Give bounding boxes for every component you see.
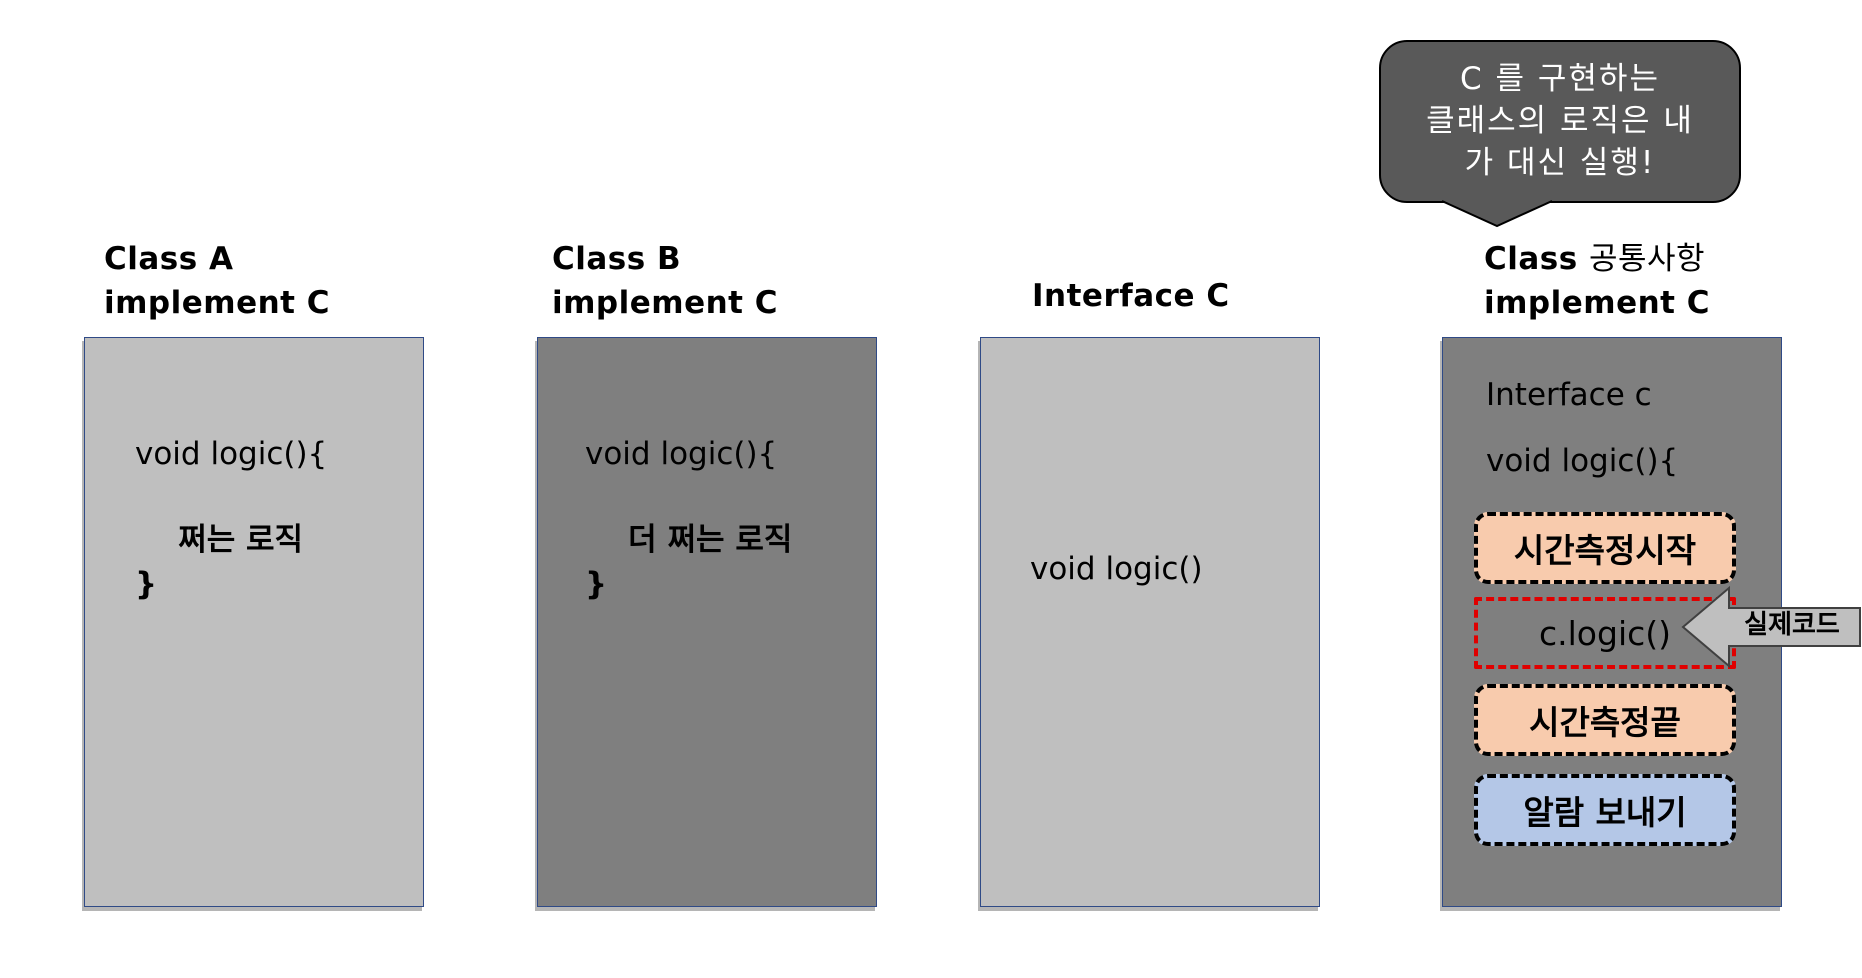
left-arrow-icon <box>1681 586 1861 668</box>
class-common-title-korean: 공통사항 <box>1589 241 1706 277</box>
time-start-box: 시간측정시작 <box>1474 512 1736 584</box>
callout-line2: 클래스의 로직은 내 <box>1426 103 1694 139</box>
class-b-code-line3: } <box>585 566 608 602</box>
class-b-panel: void logic(){ 더 쩌는 로직 } <box>537 337 877 907</box>
interface-c-title: Interface C <box>1032 278 1230 314</box>
class-a-title-line2: implement C <box>104 285 331 321</box>
callout-bubble: C 를 구현하는 클래스의 로직은 내 가 대신 실행! <box>1379 40 1741 203</box>
class-common-title: Class 공통사항 implement C <box>1484 237 1710 325</box>
callout-line3: 가 대신 실행! <box>1464 145 1656 181</box>
interface-c-code-line1: void logic() <box>1030 551 1203 587</box>
class-a-title-line1: Class A <box>104 241 234 277</box>
time-end-box: 시간측정끝 <box>1474 684 1736 756</box>
class-b-code-line1: void logic(){ <box>585 436 778 472</box>
class-common-code-line1: Interface c <box>1486 377 1652 413</box>
interface-c-panel: void logic() <box>980 337 1320 907</box>
class-b-title: Class B implement C <box>552 237 778 325</box>
class-a-code-line1: void logic(){ <box>135 436 328 472</box>
class-common-title-line1: Class 공통사항 <box>1484 237 1710 281</box>
class-a-panel: void logic(){ 쩌는 로직 } <box>84 337 424 907</box>
class-a-code-line3: } <box>135 566 158 602</box>
class-common-code-line2: void logic(){ <box>1486 443 1679 479</box>
class-common-title-line2: implement C <box>1484 285 1711 321</box>
class-b-code-line2: 더 쩌는 로직 <box>585 522 793 558</box>
class-b-title-line1: Class B <box>552 241 682 277</box>
callout-line1: C 를 구현하는 <box>1460 61 1660 97</box>
class-b-title-line2: implement C <box>552 285 779 321</box>
callout-tail <box>1442 200 1552 228</box>
class-a-title: Class A implement C <box>104 237 330 325</box>
real-code-label: 실제코드 <box>1744 610 1840 640</box>
alarm-box: 알람 보내기 <box>1474 774 1736 846</box>
class-a-code-line2: 쩌는 로직 <box>135 522 304 558</box>
class-common-title-class: Class <box>1484 241 1578 277</box>
